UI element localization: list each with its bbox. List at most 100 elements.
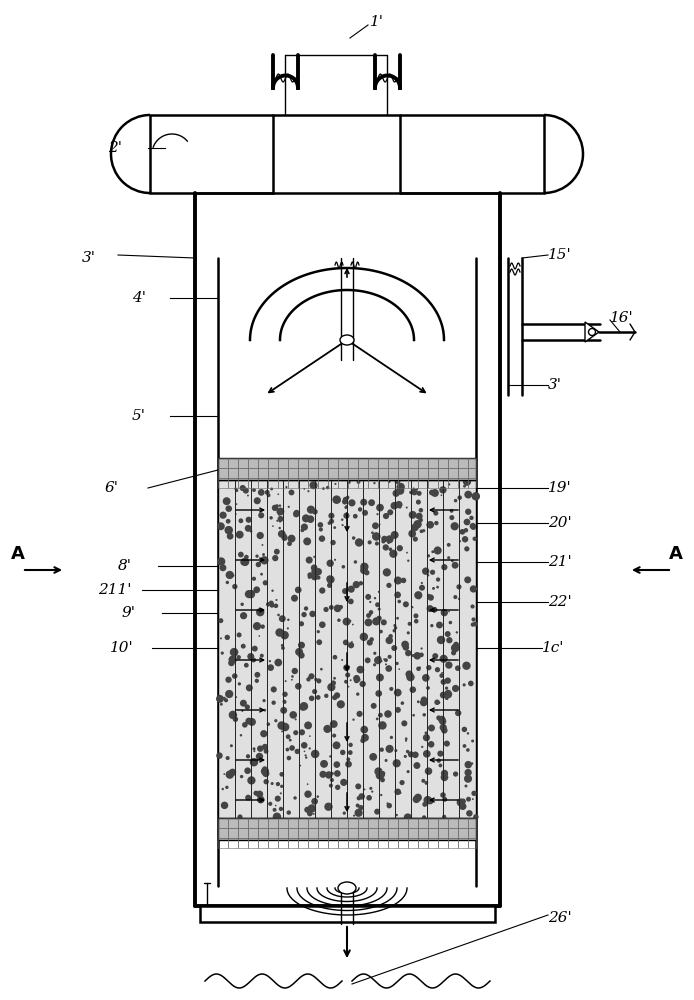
Bar bbox=[288, 468, 298, 478]
Text: 10': 10' bbox=[110, 641, 134, 655]
Bar bbox=[388, 458, 398, 468]
Circle shape bbox=[396, 814, 398, 816]
Circle shape bbox=[287, 619, 289, 621]
Circle shape bbox=[447, 543, 450, 547]
Circle shape bbox=[221, 802, 228, 809]
Circle shape bbox=[274, 659, 282, 666]
Bar bbox=[328, 838, 338, 848]
Circle shape bbox=[459, 803, 466, 810]
Bar bbox=[448, 458, 458, 468]
Bar bbox=[238, 478, 248, 488]
Circle shape bbox=[397, 545, 403, 551]
Circle shape bbox=[348, 620, 351, 623]
Circle shape bbox=[330, 778, 334, 782]
Circle shape bbox=[323, 607, 329, 612]
Circle shape bbox=[281, 535, 288, 541]
Circle shape bbox=[348, 743, 353, 747]
Circle shape bbox=[236, 503, 237, 505]
Circle shape bbox=[305, 557, 313, 564]
Circle shape bbox=[445, 631, 450, 637]
Bar bbox=[428, 458, 438, 468]
Circle shape bbox=[299, 765, 301, 766]
Circle shape bbox=[285, 486, 287, 488]
Bar bbox=[278, 838, 288, 848]
Circle shape bbox=[467, 732, 469, 735]
Circle shape bbox=[428, 594, 434, 601]
Circle shape bbox=[466, 748, 470, 752]
Circle shape bbox=[432, 550, 434, 553]
Circle shape bbox=[384, 759, 387, 762]
Circle shape bbox=[416, 513, 423, 520]
Circle shape bbox=[426, 521, 434, 529]
Circle shape bbox=[313, 813, 314, 815]
Circle shape bbox=[307, 515, 314, 523]
Bar bbox=[378, 478, 388, 488]
Bar bbox=[238, 818, 248, 828]
Circle shape bbox=[235, 489, 238, 492]
Circle shape bbox=[348, 586, 355, 593]
Circle shape bbox=[391, 502, 398, 510]
Circle shape bbox=[301, 523, 308, 531]
Bar bbox=[468, 828, 476, 838]
Circle shape bbox=[459, 711, 461, 714]
Circle shape bbox=[250, 758, 258, 766]
Circle shape bbox=[374, 656, 382, 664]
Circle shape bbox=[400, 701, 404, 705]
Circle shape bbox=[301, 742, 307, 749]
Text: 21': 21' bbox=[548, 555, 572, 569]
Circle shape bbox=[282, 700, 286, 703]
Circle shape bbox=[381, 539, 385, 543]
Bar bbox=[398, 818, 408, 828]
Circle shape bbox=[432, 653, 438, 659]
Bar bbox=[468, 818, 476, 828]
Bar bbox=[458, 468, 468, 478]
Bar bbox=[308, 468, 318, 478]
Circle shape bbox=[385, 637, 393, 644]
Circle shape bbox=[364, 570, 369, 575]
Circle shape bbox=[406, 673, 414, 681]
Circle shape bbox=[362, 510, 368, 516]
Circle shape bbox=[401, 720, 407, 726]
Circle shape bbox=[400, 780, 405, 785]
Circle shape bbox=[275, 796, 281, 802]
Bar bbox=[418, 818, 428, 828]
Circle shape bbox=[313, 556, 315, 558]
Circle shape bbox=[473, 622, 477, 626]
Circle shape bbox=[369, 787, 373, 790]
Circle shape bbox=[307, 811, 313, 816]
Circle shape bbox=[253, 791, 258, 796]
Circle shape bbox=[412, 606, 414, 608]
Bar bbox=[218, 818, 228, 828]
Circle shape bbox=[412, 751, 418, 758]
Circle shape bbox=[380, 794, 382, 796]
Circle shape bbox=[423, 750, 431, 758]
Bar bbox=[438, 478, 448, 488]
Circle shape bbox=[246, 684, 253, 691]
Bar bbox=[468, 478, 476, 488]
Circle shape bbox=[344, 680, 348, 684]
Circle shape bbox=[280, 785, 283, 788]
Circle shape bbox=[353, 718, 355, 721]
Circle shape bbox=[225, 786, 228, 789]
Circle shape bbox=[255, 672, 260, 678]
Circle shape bbox=[245, 704, 250, 710]
Bar bbox=[248, 478, 258, 488]
Circle shape bbox=[449, 515, 455, 520]
Circle shape bbox=[264, 749, 269, 754]
Circle shape bbox=[464, 775, 472, 783]
Bar bbox=[388, 478, 398, 488]
Circle shape bbox=[437, 751, 443, 757]
Bar bbox=[308, 478, 318, 488]
Circle shape bbox=[366, 795, 372, 801]
Circle shape bbox=[403, 645, 408, 650]
Circle shape bbox=[298, 642, 305, 649]
Circle shape bbox=[418, 508, 423, 512]
Circle shape bbox=[279, 504, 281, 507]
Circle shape bbox=[471, 791, 477, 796]
Circle shape bbox=[471, 617, 475, 622]
Circle shape bbox=[380, 660, 382, 662]
Circle shape bbox=[330, 720, 338, 728]
Bar bbox=[228, 458, 238, 468]
Bar bbox=[368, 478, 378, 488]
Circle shape bbox=[240, 559, 247, 566]
